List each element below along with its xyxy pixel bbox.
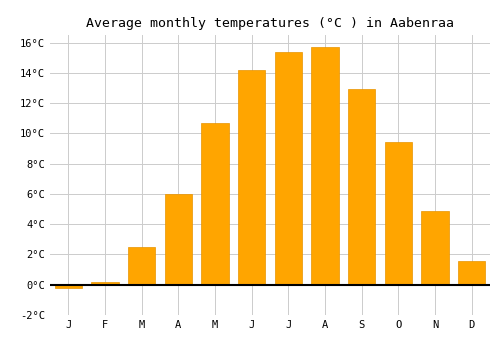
Bar [384,142,412,285]
Bar [458,260,485,285]
Title: Average monthly temperatures (°C ) in Aabenraa: Average monthly temperatures (°C ) in Aa… [86,17,454,30]
Bar [348,90,376,285]
Bar [238,70,266,285]
Bar [91,282,119,285]
Bar [164,194,192,285]
Bar [201,123,229,285]
Bar [54,285,82,288]
Bar [274,52,302,285]
Bar [311,47,339,285]
Bar [421,211,448,285]
Bar [128,247,156,285]
